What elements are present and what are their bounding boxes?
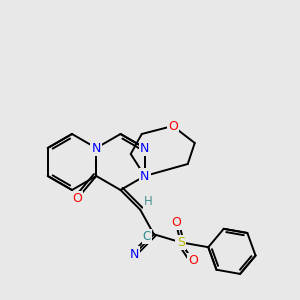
- Text: O: O: [168, 119, 178, 133]
- Text: H: H: [144, 195, 153, 208]
- Text: N: N: [140, 142, 149, 154]
- Text: C: C: [143, 230, 151, 243]
- Text: N: N: [140, 169, 149, 182]
- Text: N: N: [92, 142, 101, 154]
- Text: O: O: [171, 216, 181, 229]
- Text: O: O: [188, 254, 198, 267]
- Text: N: N: [129, 248, 139, 261]
- Text: S: S: [177, 236, 185, 249]
- Text: O: O: [72, 193, 82, 206]
